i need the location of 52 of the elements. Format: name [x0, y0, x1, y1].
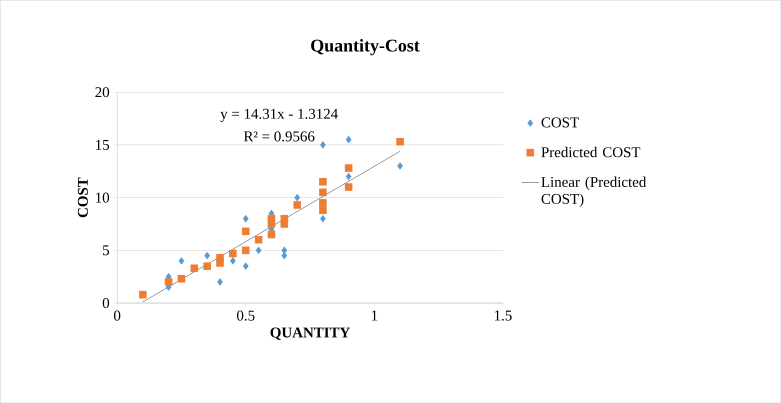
point	[178, 256, 184, 265]
point	[344, 183, 352, 191]
point	[139, 290, 147, 298]
annotation: R² = 0.9566	[244, 131, 314, 142]
point	[319, 206, 327, 214]
annotation: y = 14.31x - 1.3124	[220, 108, 338, 122]
y-tick-label: 20	[95, 87, 110, 98]
point	[396, 138, 404, 146]
point	[242, 262, 249, 270]
y-tick-label: 5	[103, 245, 110, 256]
point	[319, 188, 327, 196]
y-tick-label: 0	[102, 298, 110, 308]
point	[216, 254, 224, 262]
point	[230, 256, 236, 265]
point	[294, 194, 300, 202]
point	[242, 214, 249, 222]
chart-title: Quantity-Cost	[311, 38, 420, 56]
point	[319, 178, 327, 186]
point	[242, 246, 250, 254]
point	[293, 201, 301, 209]
point	[397, 162, 403, 170]
point	[254, 236, 262, 244]
point	[344, 164, 352, 172]
point	[242, 227, 250, 236]
y-axis-title: COST	[78, 177, 88, 218]
point	[346, 172, 352, 180]
x-tick-label: 1	[372, 310, 378, 320]
legend-label: Predicted COST	[541, 146, 640, 158]
point	[280, 214, 288, 222]
point	[203, 262, 211, 270]
legend-label: Linear (Predicted COST)	[541, 176, 646, 207]
point	[346, 136, 352, 144]
point	[178, 274, 186, 282]
point	[320, 214, 326, 222]
point	[268, 214, 276, 222]
point	[281, 252, 288, 260]
point	[217, 278, 223, 286]
y-tick-label: 15	[96, 140, 110, 150]
x-axis-title: QUANTITY	[270, 327, 350, 340]
legend-label: COST	[542, 117, 579, 128]
point	[319, 198, 327, 207]
y-tick-label: 10	[96, 192, 110, 203]
x-tick-label: 0	[114, 310, 120, 321]
point	[190, 264, 198, 272]
x-tick-label: 0.5	[236, 310, 254, 321]
x-tick-label: 1.5	[494, 310, 512, 321]
point	[164, 278, 172, 286]
point	[268, 230, 276, 238]
point	[229, 250, 237, 258]
point	[320, 140, 326, 149]
point	[256, 246, 262, 254]
point	[204, 252, 210, 260]
